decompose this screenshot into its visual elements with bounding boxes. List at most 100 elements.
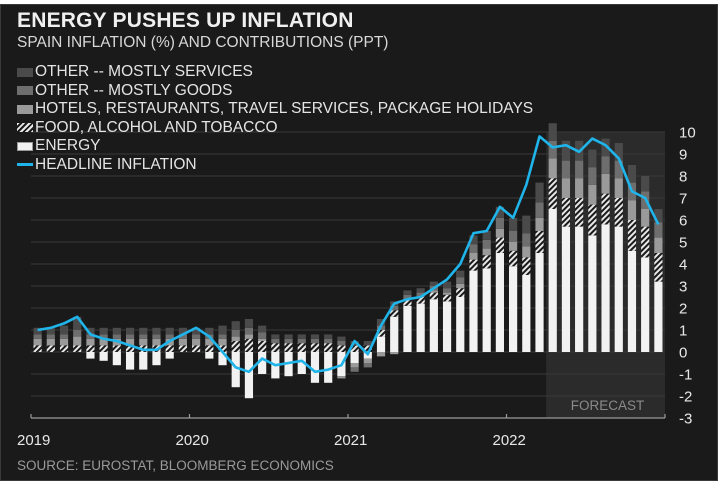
bar-segment-energy bbox=[456, 297, 465, 352]
bar-segment-food-alcohol-and-tobacco bbox=[350, 345, 359, 352]
bar-segment-other-mostly-services bbox=[231, 321, 240, 330]
bar-segment-other-mostly-goods bbox=[284, 338, 293, 344]
legend-item-food: FOOD, ALCOHOL AND TOBACCO bbox=[17, 119, 533, 138]
bar-segment-other-mostly-goods bbox=[178, 334, 187, 339]
bar-segment-food-alcohol-and-tobacco bbox=[310, 343, 320, 352]
bar-segment-food-alcohol-and-tobacco bbox=[244, 338, 254, 352]
bar-segment-energy bbox=[231, 352, 240, 388]
bar-segment-other-mostly-goods bbox=[112, 334, 121, 339]
bar-segment-food-alcohol-and-tobacco bbox=[231, 341, 240, 352]
y-tick-label: -3 bbox=[679, 411, 692, 428]
bar-segment-other-mostly-goods bbox=[73, 330, 82, 337]
chart-subtitle: SPAIN INFLATION (%) AND CONTRIBUTIONS (P… bbox=[17, 34, 389, 51]
bar-segment-energy bbox=[482, 268, 491, 352]
bar-segment-hotels-restaurants-travel-services-package-holidays bbox=[363, 358, 372, 363]
bar-segment-other-mostly-goods bbox=[86, 334, 95, 339]
bar-segment-food-alcohol-and-tobacco bbox=[59, 345, 69, 352]
bar-segment-food-alcohol-and-tobacco bbox=[178, 345, 187, 352]
bar-segment-other-mostly-goods bbox=[442, 288, 452, 293]
bar-segment-other-mostly-services bbox=[495, 206, 504, 218]
bar-segment-energy bbox=[403, 305, 412, 352]
bar-segment-energy bbox=[641, 257, 650, 352]
bar-segment-other-mostly-goods bbox=[337, 341, 346, 346]
bar-segment-food-alcohol-and-tobacco bbox=[627, 220, 637, 251]
bar-segment-other-mostly-goods bbox=[324, 338, 333, 344]
bar-segment-other-mostly-services bbox=[601, 138, 610, 157]
bar-segment-hotels-restaurants-travel-services-package-holidays bbox=[125, 338, 135, 346]
y-tick-label: 5 bbox=[679, 235, 687, 252]
bar-segment-hotels-restaurants-travel-services-package-holidays bbox=[627, 200, 637, 220]
bar-segment-other-mostly-goods bbox=[139, 334, 148, 339]
bar-segment-other-mostly-goods bbox=[350, 367, 359, 372]
bar-segment-other-mostly-services bbox=[548, 123, 557, 141]
bar-segment-other-mostly-services bbox=[99, 327, 108, 335]
bar-segment-food-alcohol-and-tobacco bbox=[376, 330, 386, 337]
bar-segment-other-mostly-services bbox=[509, 217, 518, 231]
bar-segment-food-alcohol-and-tobacco bbox=[442, 294, 452, 302]
bar-segment-hotels-restaurants-travel-services-package-holidays bbox=[33, 338, 42, 346]
bar-segment-hotels-restaurants-travel-services-package-holidays bbox=[548, 158, 557, 179]
headline-line-group bbox=[37, 135, 660, 374]
y-tick-label: 6 bbox=[679, 213, 687, 230]
bar-segment-other-mostly-goods bbox=[482, 239, 491, 249]
bar-segment-food-alcohol-and-tobacco bbox=[337, 345, 346, 352]
legend-item-headline: HEADLINE INFLATION bbox=[17, 156, 533, 175]
bar-segment-energy bbox=[152, 352, 161, 366]
bar-segment-energy bbox=[509, 266, 518, 352]
bar-segment-energy bbox=[112, 352, 121, 366]
y-tick-label: -1 bbox=[679, 367, 692, 384]
bar-segment-energy bbox=[139, 352, 148, 370]
bar-segment-other-mostly-services bbox=[337, 336, 346, 341]
bar-segment-other-mostly-goods bbox=[390, 305, 399, 311]
legend-swatch-hotels bbox=[17, 104, 33, 114]
bar-segment-other-mostly-goods bbox=[271, 338, 280, 344]
bar-segment-food-alcohol-and-tobacco bbox=[641, 226, 650, 258]
bar-segment-energy bbox=[548, 209, 557, 352]
bar-segment-other-mostly-goods bbox=[46, 334, 55, 339]
bar-segment-food-alcohol-and-tobacco bbox=[601, 193, 610, 225]
bar-segment-other-mostly-services bbox=[205, 327, 214, 335]
bar-segment-other-mostly-goods bbox=[509, 231, 518, 242]
bar-segment-other-mostly-services bbox=[152, 327, 161, 335]
bar-segment-food-alcohol-and-tobacco bbox=[73, 345, 82, 352]
y-tick-label: -2 bbox=[679, 389, 692, 406]
bar-segment-food-alcohol-and-tobacco bbox=[271, 343, 280, 352]
bar-segment-hotels-restaurants-travel-services-package-holidays bbox=[46, 338, 55, 346]
bar-segment-other-mostly-goods bbox=[152, 334, 161, 339]
x-tick-label: 2020 bbox=[176, 432, 209, 449]
bar-segment-other-mostly-goods bbox=[403, 294, 412, 300]
bar-segment-food-alcohol-and-tobacco bbox=[469, 259, 478, 271]
y-tick-label: 3 bbox=[679, 279, 687, 296]
bar-segment-hotels-restaurants-travel-services-package-holidays bbox=[205, 338, 214, 346]
bar-segment-hotels-restaurants-travel-services-package-holidays bbox=[244, 334, 254, 339]
bar-segment-other-mostly-services bbox=[297, 334, 306, 339]
bar-segment-other-mostly-goods bbox=[231, 330, 240, 337]
bar-segment-other-mostly-services bbox=[192, 327, 201, 335]
bar-segment-other-mostly-services bbox=[125, 327, 135, 335]
bar-segment-energy bbox=[614, 226, 623, 352]
legend-swatch-other-goods bbox=[17, 86, 33, 96]
bar-segment-other-mostly-services bbox=[33, 327, 42, 335]
bar-segment-energy bbox=[125, 352, 135, 370]
bar-segment-other-mostly-services bbox=[363, 341, 372, 346]
bar-segment-hotels-restaurants-travel-services-package-holidays bbox=[99, 338, 108, 346]
legend-item-other-goods: OTHER -- MOSTLY GOODS bbox=[17, 82, 533, 101]
bar-segment-energy bbox=[588, 235, 597, 352]
bar-segment-hotels-restaurants-travel-services-package-holidays bbox=[218, 338, 227, 346]
bar-segment-energy bbox=[165, 352, 174, 359]
bar-segment-other-mostly-services bbox=[641, 176, 650, 192]
bar-segment-food-alcohol-and-tobacco bbox=[192, 345, 201, 352]
bar-segment-other-mostly-services bbox=[112, 327, 121, 335]
bar-segment-food-alcohol-and-tobacco bbox=[165, 345, 174, 352]
bar-segment-other-mostly-goods bbox=[535, 202, 544, 218]
bar-segment-food-alcohol-and-tobacco bbox=[429, 292, 438, 300]
bar-segment-hotels-restaurants-travel-services-package-holidays bbox=[429, 290, 438, 293]
legend: OTHER -- MOSTLY SERVICES OTHER -- MOSTLY… bbox=[17, 63, 533, 174]
legend-swatch-other-services bbox=[17, 67, 33, 77]
bar-segment-energy bbox=[495, 253, 504, 352]
bar-segment-food-alcohol-and-tobacco bbox=[535, 231, 544, 253]
bar-segment-other-mostly-services bbox=[442, 281, 452, 289]
bar-segment-hotels-restaurants-travel-services-package-holidays bbox=[192, 338, 201, 346]
